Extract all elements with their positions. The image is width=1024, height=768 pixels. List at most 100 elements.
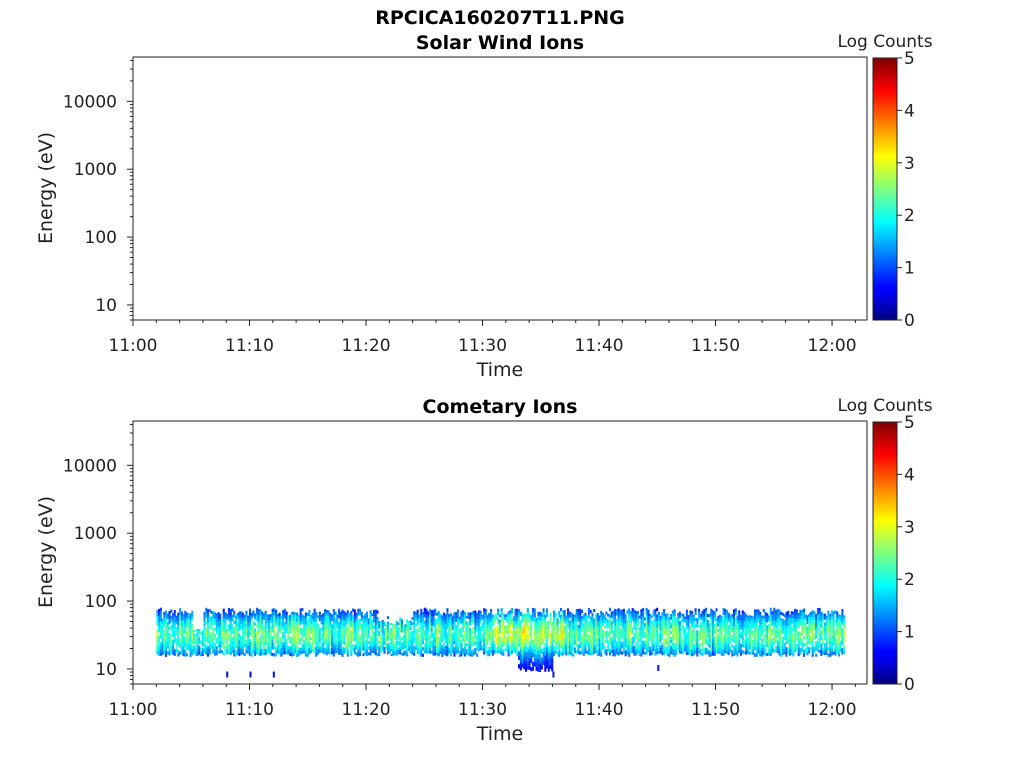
cometary-heatmap-cell xyxy=(465,626,468,630)
cometary-heatmap-cell xyxy=(570,649,573,653)
cometary-heatmap-cell xyxy=(297,629,300,633)
cometary-heatmap-cell xyxy=(537,611,540,617)
cometary-heatmap-cell xyxy=(563,613,566,617)
cometary-heatmap-cell xyxy=(303,626,306,630)
cometary-heatmap-cell xyxy=(367,635,370,639)
cometary-heatmap-cell xyxy=(420,608,423,613)
cometary-heatmap-cell xyxy=(654,618,657,623)
cometary-heatmap-cell xyxy=(589,645,592,649)
cometary-heatmap-cell xyxy=(254,613,257,617)
cometary-heatmap-cell xyxy=(346,613,349,617)
cometary-heatmap-cell xyxy=(678,640,681,644)
cometary-heatmap-cell xyxy=(498,622,501,626)
cometary-heatmap-cell xyxy=(511,640,514,644)
cometary-heatmap-cell xyxy=(544,651,547,656)
cometary-heatmap-cell xyxy=(626,641,629,646)
cometary-heatmap-cell xyxy=(687,640,690,644)
cometary-heatmap-cell xyxy=(771,641,774,645)
cometary-heatmap-cell xyxy=(811,650,814,654)
cometary-heatmap-cell xyxy=(338,621,341,626)
cometary-heatmap-cell xyxy=(801,622,804,626)
cometary-heatmap-cell xyxy=(537,624,540,629)
cometary-heatmap-cell xyxy=(612,614,615,618)
cometary-heatmap-cell xyxy=(322,616,325,620)
cometary-heatmap-cell xyxy=(343,626,346,630)
cometary-heatmap-cell xyxy=(607,619,610,623)
cometary-heatmap-cell xyxy=(233,614,236,618)
cometary-heatmap-cell xyxy=(425,631,428,635)
cometary-heatmap-cell xyxy=(540,649,543,654)
cometary-heatmap-cell xyxy=(182,639,185,644)
cometary-heatmap-cell xyxy=(755,643,758,647)
cometary-heatmap-cell xyxy=(315,653,318,657)
cometary-heatmap-cell xyxy=(753,619,757,624)
cometary-heatmap-cell xyxy=(577,650,580,654)
cometary-heatmap-cell xyxy=(600,627,603,631)
cometary-heatmap-cell xyxy=(715,624,718,628)
cometary-heatmap-cell xyxy=(163,636,166,640)
cometary-heatmap-cell xyxy=(193,636,196,639)
cometary-heatmap-cell xyxy=(628,629,631,633)
cometary-heatmap-cell xyxy=(262,639,265,643)
cometary-heatmap-cell xyxy=(542,630,545,635)
cometary-heatmap-cell xyxy=(512,615,515,619)
cometary-heatmap-cell xyxy=(794,635,797,639)
cometary-heatmap-cell xyxy=(677,616,680,620)
cometary-heatmap-cell xyxy=(421,631,424,635)
cometary-heatmap-cell xyxy=(584,648,587,652)
cometary-heatmap-cell xyxy=(165,623,168,628)
cometary-heatmap-cell xyxy=(818,617,821,621)
cometary-heatmap-cell xyxy=(537,646,540,651)
cometary-heatmap-cell xyxy=(705,647,708,651)
cometary-heatmap-cell xyxy=(636,632,639,636)
cometary-heatmap-cell xyxy=(402,639,405,643)
cometary-heatmap-cell xyxy=(691,640,694,644)
cometary-heatmap-cell xyxy=(736,650,739,654)
cometary-heatmap-cell xyxy=(208,635,211,639)
cometary-heatmap-cell xyxy=(560,634,563,639)
cometary-heatmap-cell xyxy=(617,635,620,639)
cometary-heatmap-cell xyxy=(393,651,397,654)
cometary-heatmap-cell xyxy=(521,663,524,668)
cometary-heatmap-cell xyxy=(647,629,650,633)
cometary-heatmap-cell xyxy=(446,611,449,616)
cometary-heatmap-cell xyxy=(385,625,388,628)
cometary-heatmap-cell xyxy=(601,619,604,623)
cometary-heatmap-cell xyxy=(671,610,674,614)
cometary-heatmap-cell xyxy=(257,625,260,629)
cometary-heatmap-cell xyxy=(262,648,265,653)
cometary-heatmap-cell xyxy=(692,643,695,647)
cometary-heatmap-cell xyxy=(659,645,662,648)
cometary-heatmap-cell xyxy=(579,612,582,616)
cometary-heatmap-cell xyxy=(493,631,496,635)
cometary-heatmap-cell xyxy=(362,644,365,648)
cometary-heatmap-cell xyxy=(276,644,279,648)
cometary-heatmap-cell xyxy=(528,645,531,650)
cometary-heatmap-cell xyxy=(619,631,622,636)
cometary-heatmap-cell xyxy=(556,621,559,624)
cometary-heatmap-cell xyxy=(523,657,526,662)
cometary-heatmap-cell xyxy=(329,642,332,646)
cometary-heatmap-cell xyxy=(161,621,164,625)
cometary-heatmap-cell xyxy=(586,628,589,632)
cometary-heatmap-cell xyxy=(287,651,290,655)
cometary-heatmap-cell xyxy=(458,635,461,639)
cometary-heatmap-cell xyxy=(837,614,840,618)
cometary-heatmap-cell xyxy=(523,613,526,618)
cometary-heatmap-cell xyxy=(229,612,232,616)
cometary-heatmap-cell xyxy=(196,629,199,631)
cometary-heatmap-cell xyxy=(626,635,629,639)
cometary-heatmap-cell xyxy=(549,632,552,637)
cometary-heatmap-cell xyxy=(615,641,618,645)
cometary-heatmap-cell xyxy=(736,638,739,642)
cometary-heatmap-cell xyxy=(636,620,639,624)
cometary-heatmap-cell xyxy=(698,646,701,651)
cometary-heatmap-cell xyxy=(832,617,835,621)
cometary-heatmap-cell xyxy=(820,633,823,638)
cometary-heatmap-cell xyxy=(535,638,538,643)
cometary-heatmap-cell xyxy=(371,622,374,626)
cometary-heatmap-cell xyxy=(645,624,648,628)
cometary-heatmap-cell xyxy=(371,646,374,650)
cometary-heatmap-cell xyxy=(294,650,297,654)
cometary-heatmap-cell xyxy=(374,651,377,656)
